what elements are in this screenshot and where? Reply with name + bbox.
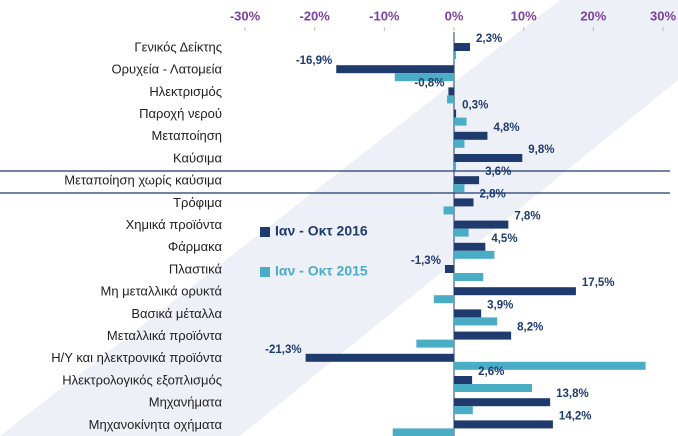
bar [454, 43, 471, 51]
category-label: Γενικός Δείκτης [134, 39, 222, 54]
bar [454, 176, 480, 185]
legend-swatch [260, 227, 270, 237]
bar [416, 339, 454, 348]
value-label: -16,9% [296, 55, 332, 67]
value-label: 2,8% [480, 188, 506, 200]
bar [454, 376, 473, 384]
x-tick-label: -30% [230, 8, 261, 23]
category-label: Παροχή νερού [139, 106, 222, 121]
x-tick-label: -10% [369, 8, 400, 23]
bar [454, 131, 488, 140]
bar [454, 331, 512, 340]
bar [454, 220, 509, 229]
bar [454, 420, 553, 429]
value-label: 17,5% [582, 277, 615, 289]
category-label: Τρόφιμα [173, 195, 222, 210]
bar [454, 384, 533, 392]
x-tick-label: 30% [650, 8, 676, 23]
category-label: Μεταποίηση [152, 128, 222, 143]
category-label: Μεταποίηση χωρίς καύσιμα [64, 173, 222, 188]
bar [433, 295, 454, 304]
bar [447, 95, 454, 104]
bar [454, 273, 484, 281]
bar [454, 198, 474, 207]
category-label: Βασικά μέταλλα [131, 306, 222, 321]
bar [454, 250, 495, 259]
bar [454, 109, 457, 118]
x-tick-label: -20% [299, 8, 330, 23]
value-label: 3,9% [487, 299, 513, 311]
bar [454, 317, 498, 326]
value-label: 4,8% [493, 122, 519, 134]
value-label: -0,8% [414, 77, 444, 89]
value-label: 7,8% [514, 211, 540, 223]
value-label: -21,3% [265, 344, 301, 356]
category-label: Μη μεταλλικά ορυκτά [101, 284, 223, 299]
category-label: Χημικά προϊόντα [126, 217, 223, 232]
value-label: 2,6% [478, 366, 504, 378]
category-label: Ηλεκτρολογικός εξοπλισμός [62, 372, 222, 387]
legend-label: Ιαν - Οκτ 2015 [275, 263, 368, 279]
value-label: -1,3% [411, 255, 441, 267]
value-label: 3,6% [485, 166, 511, 178]
bar [454, 287, 576, 296]
category-label: Μηχανοκίνητα οχήματα [89, 417, 223, 432]
bar [454, 309, 482, 318]
category-label: Ορυχεία - Λατομεία [111, 62, 222, 77]
bar [454, 361, 646, 370]
bar [454, 154, 523, 162]
bar [454, 51, 457, 59]
legend-label: Ιαν - Οκτ 2016 [275, 223, 368, 239]
legend-swatch [260, 267, 270, 277]
bar [392, 428, 454, 436]
value-label: 0,3% [462, 100, 488, 112]
value-label: 2,3% [476, 33, 502, 45]
bar [336, 65, 454, 74]
category-label: Η/Υ και ηλεκτρονικά προϊόντα [51, 350, 222, 365]
value-label: 9,8% [528, 144, 554, 156]
category-label: Καύσιμα [173, 150, 223, 165]
category-label: Μεταλλικά προϊόντα [107, 328, 223, 343]
value-label: 14,2% [559, 410, 592, 422]
bar [454, 184, 465, 193]
value-label: 4,5% [491, 233, 517, 245]
x-tick-label: 0% [445, 8, 464, 23]
bar [454, 406, 473, 415]
bar [454, 139, 465, 148]
value-label: 8,2% [517, 322, 543, 334]
bar [448, 87, 454, 96]
bar [454, 117, 467, 126]
category-label: Ηλεκτρισμός [149, 84, 222, 99]
bar [443, 206, 454, 215]
bar [444, 265, 454, 273]
category-label: Πλαστικά [169, 261, 223, 276]
bar [454, 162, 457, 170]
bar [454, 398, 551, 407]
category-label: Μηχανήματα [149, 395, 223, 410]
value-label: 13,8% [556, 388, 589, 400]
bar [305, 353, 454, 362]
bar [394, 73, 454, 82]
bar [454, 228, 469, 237]
category-label: Φάρμακα [168, 239, 223, 254]
x-tick-label: 10% [511, 8, 537, 23]
x-tick-label: 20% [580, 8, 606, 23]
bar [454, 242, 486, 251]
